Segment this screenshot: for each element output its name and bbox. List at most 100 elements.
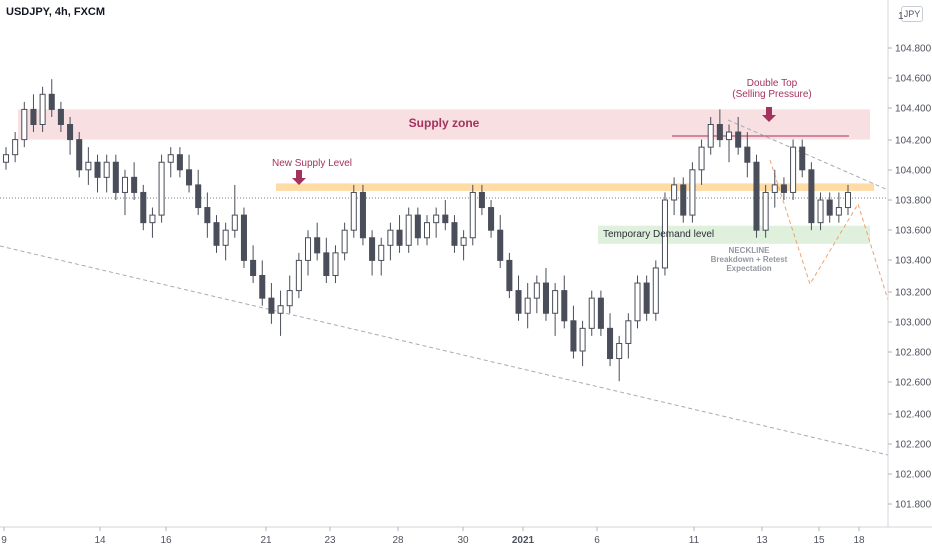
candle-body bbox=[597, 297, 604, 329]
candle-body bbox=[817, 199, 824, 224]
candle-body bbox=[607, 327, 614, 360]
time-tick-label: 28 bbox=[392, 535, 404, 546]
candles-layer bbox=[2, 79, 852, 382]
candle-body bbox=[835, 207, 842, 216]
candle-body bbox=[268, 297, 275, 314]
currency-badge[interactable]: JPY bbox=[901, 6, 923, 22]
price-tick-label: 103.200 bbox=[895, 288, 932, 299]
candle-body bbox=[780, 184, 787, 193]
candle-body bbox=[39, 93, 46, 126]
demand-level-label: Temporary Demand level bbox=[603, 229, 714, 240]
candle-body bbox=[726, 131, 733, 141]
new-supply-level-label: New Supply Level bbox=[272, 158, 352, 169]
candle-body bbox=[616, 342, 623, 360]
candle-body bbox=[213, 222, 220, 246]
time-tick-label: 30 bbox=[457, 535, 469, 546]
candle-body bbox=[661, 199, 668, 269]
candle-body bbox=[744, 146, 751, 163]
price-tick-label: 104.400 bbox=[895, 104, 932, 115]
price-tick-label: 102.800 bbox=[895, 348, 932, 359]
candle-body bbox=[524, 297, 531, 314]
candle-body bbox=[158, 161, 165, 216]
price-tick-label: 103.000 bbox=[895, 318, 932, 329]
candle-body bbox=[716, 124, 723, 141]
candle-body bbox=[2, 154, 10, 163]
candle-body bbox=[250, 259, 257, 276]
neckline-label: Expectation bbox=[726, 264, 771, 273]
candle-body bbox=[799, 146, 806, 171]
time-tick-label: 23 bbox=[324, 535, 336, 546]
time-tick-label: 16 bbox=[160, 535, 172, 546]
candle-body bbox=[12, 139, 19, 156]
candle-body bbox=[140, 191, 147, 224]
candle-body bbox=[21, 108, 28, 141]
price-tick-label: 102.200 bbox=[895, 440, 932, 451]
candle-body bbox=[314, 237, 321, 254]
candle-body bbox=[195, 184, 202, 209]
price-tick-label: 104.600 bbox=[895, 74, 932, 85]
candle-body bbox=[103, 161, 110, 178]
projection-path bbox=[769, 159, 889, 301]
double-top-label: Double Top bbox=[747, 78, 798, 89]
chart-symbol-title: USDJPY, 4h, FXCM bbox=[6, 6, 106, 18]
candle-body bbox=[625, 320, 632, 344]
candle-body bbox=[378, 244, 385, 261]
candle-body bbox=[277, 305, 284, 314]
candle-body bbox=[680, 184, 687, 216]
candle-body bbox=[515, 290, 522, 314]
time-tick-label: 14 bbox=[94, 535, 106, 546]
candle-body bbox=[305, 237, 312, 261]
candle-body bbox=[771, 184, 778, 193]
candle-body bbox=[506, 259, 513, 292]
candle-body bbox=[222, 229, 229, 246]
candle-body bbox=[826, 199, 833, 216]
candle-body bbox=[176, 154, 183, 171]
candle-body bbox=[588, 297, 595, 329]
candle-body bbox=[94, 161, 101, 178]
price-tick-label: 102.400 bbox=[895, 410, 932, 421]
candle-body bbox=[698, 146, 705, 171]
down-arrow-icon bbox=[762, 115, 776, 122]
price-tick-label: 102.000 bbox=[895, 470, 932, 481]
candle-body bbox=[790, 146, 797, 193]
time-tick-label: 6 bbox=[594, 535, 600, 546]
price-tick-label: 104.200 bbox=[895, 136, 932, 147]
annotations-layer: Supply zone New Supply Level Temporary Dem… bbox=[272, 78, 812, 273]
candle-body bbox=[735, 131, 742, 148]
candle-body bbox=[323, 252, 330, 277]
candle-body bbox=[57, 108, 64, 126]
trend-lines-layer bbox=[0, 119, 889, 456]
down-arrow-icon bbox=[296, 170, 302, 178]
time-tick-label: 11 bbox=[689, 535, 700, 546]
price-tick-label: 103.400 bbox=[895, 256, 932, 267]
candle-body bbox=[433, 214, 440, 224]
candle-body bbox=[359, 191, 366, 239]
candle-body bbox=[469, 191, 476, 239]
candle-body bbox=[30, 108, 37, 126]
candle-body bbox=[689, 169, 696, 216]
candle-body bbox=[186, 169, 193, 186]
candle-body bbox=[844, 191, 852, 209]
candle-body bbox=[167, 154, 174, 163]
candle-body bbox=[350, 191, 357, 231]
candle-body bbox=[753, 161, 760, 231]
candle-body bbox=[231, 214, 238, 231]
candle-body bbox=[671, 184, 678, 201]
price-tick-label: 103.600 bbox=[895, 226, 932, 237]
candle-body bbox=[396, 229, 403, 246]
candle-body bbox=[405, 214, 412, 246]
time-tick-label: 2021 bbox=[512, 535, 535, 546]
price-tick-label: 102.600 bbox=[895, 378, 932, 389]
time-tick-label: 9 bbox=[1, 535, 7, 546]
candle-body bbox=[259, 275, 266, 299]
candle-body bbox=[48, 93, 55, 110]
price-tick-label: 104.800 bbox=[895, 44, 932, 55]
candle-body bbox=[497, 229, 504, 261]
candle-body bbox=[369, 237, 376, 261]
price-tick-label: 101.800 bbox=[895, 500, 932, 511]
candle-body bbox=[295, 259, 302, 292]
time-tick-label: 13 bbox=[756, 535, 768, 546]
upper-trend-line bbox=[727, 119, 889, 191]
